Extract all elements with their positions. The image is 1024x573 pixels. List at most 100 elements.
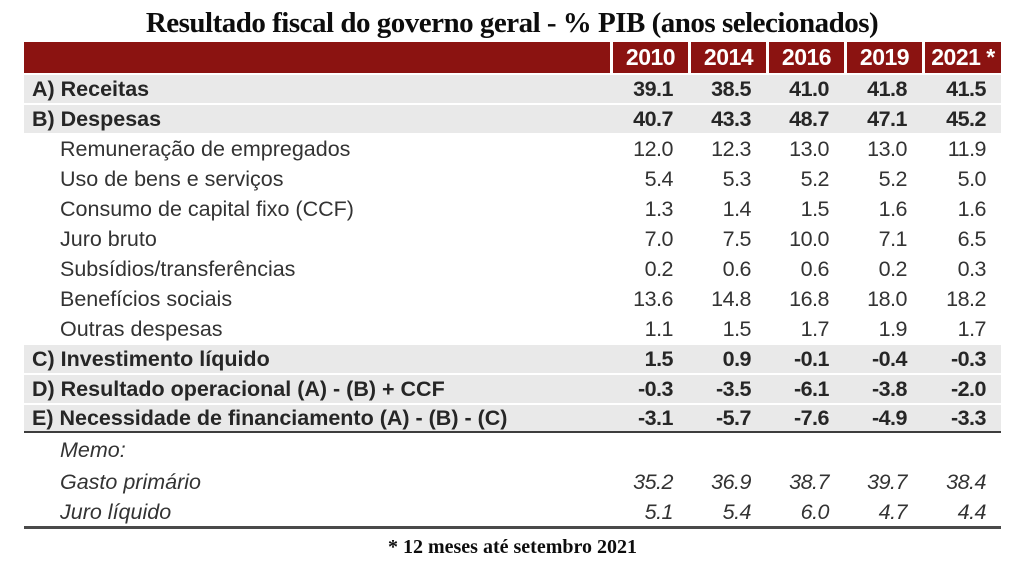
value-cell: -4.9 bbox=[844, 403, 922, 433]
value-cell: 41.5 bbox=[922, 73, 1001, 103]
table-row: E) Necessidade de financiamento (A) - (B… bbox=[24, 403, 1001, 433]
value-cell: 13.0 bbox=[844, 133, 922, 163]
value-cell: 5.2 bbox=[844, 163, 922, 193]
year-header: 2010 bbox=[610, 42, 688, 73]
value-cell: 4.7 bbox=[844, 497, 922, 529]
value-cell: 1.7 bbox=[922, 313, 1001, 343]
value-cell: 7.5 bbox=[688, 223, 766, 253]
value-cell: 1.5 bbox=[610, 343, 688, 373]
label-column-header bbox=[24, 42, 610, 73]
value-cell bbox=[844, 433, 922, 465]
row-label: Remuneração de empregados bbox=[24, 133, 610, 163]
value-cell: -6.1 bbox=[766, 373, 844, 403]
value-cell: 45.2 bbox=[922, 103, 1001, 133]
row-label: A) Receitas bbox=[24, 73, 610, 103]
value-cell: 5.4 bbox=[610, 163, 688, 193]
value-cell: 1.5 bbox=[766, 193, 844, 223]
row-label: Juro bruto bbox=[24, 223, 610, 253]
value-cell: 13.6 bbox=[610, 283, 688, 313]
value-cell: 1.6 bbox=[844, 193, 922, 223]
row-label: E) Necessidade de financiamento (A) - (B… bbox=[24, 403, 610, 433]
table-row: Gasto primário 35.2 36.9 38.7 39.7 38.4 bbox=[24, 465, 1001, 497]
value-cell: 1.7 bbox=[766, 313, 844, 343]
value-cell: 11.9 bbox=[922, 133, 1001, 163]
value-cell: -0.4 bbox=[844, 343, 922, 373]
value-cell: 6.0 bbox=[766, 497, 844, 529]
value-cell: -3.3 bbox=[922, 403, 1001, 433]
value-cell: 38.5 bbox=[688, 73, 766, 103]
value-cell: 7.0 bbox=[610, 223, 688, 253]
table-row: C) Investimento líquido 1.5 0.9 -0.1 -0.4 -0.… bbox=[24, 343, 1001, 373]
row-label: D) Resultado operacional (A) - (B) + CCF bbox=[24, 373, 610, 403]
value-cell: 18.0 bbox=[844, 283, 922, 313]
table-row: D) Resultado operacional (A) - (B) + CCF… bbox=[24, 373, 1001, 403]
value-cell: 4.4 bbox=[922, 497, 1001, 529]
table-header-row: 2010 2014 2016 2019 2021 * bbox=[24, 42, 1001, 73]
value-cell: 5.1 bbox=[610, 497, 688, 529]
table-row: Juro bruto 7.0 7.5 10.0 7.1 6.5 bbox=[24, 223, 1001, 253]
year-header: 2016 bbox=[766, 42, 844, 73]
row-label: Consumo de capital fixo (CCF) bbox=[24, 193, 610, 223]
value-cell: 10.0 bbox=[766, 223, 844, 253]
value-cell: -0.3 bbox=[610, 373, 688, 403]
value-cell: 7.1 bbox=[844, 223, 922, 253]
value-cell: 39.1 bbox=[610, 73, 688, 103]
value-cell: 6.5 bbox=[922, 223, 1001, 253]
value-cell: -3.5 bbox=[688, 373, 766, 403]
table-row: Memo: bbox=[24, 433, 1001, 465]
value-cell: 39.7 bbox=[844, 465, 922, 497]
value-cell: 13.0 bbox=[766, 133, 844, 163]
value-cell: -2.0 bbox=[922, 373, 1001, 403]
table-row: Outras despesas 1.1 1.5 1.7 1.9 1.7 bbox=[24, 313, 1001, 343]
table-row: B) Despesas 40.7 43.3 48.7 47.1 45.2 bbox=[24, 103, 1001, 133]
row-label: C) Investimento líquido bbox=[24, 343, 610, 373]
value-cell: 40.7 bbox=[610, 103, 688, 133]
value-cell: 48.7 bbox=[766, 103, 844, 133]
value-cell: 1.5 bbox=[688, 313, 766, 343]
value-cell: 47.1 bbox=[844, 103, 922, 133]
table-row: Juro líquido 5.1 5.4 6.0 4.7 4.4 bbox=[24, 497, 1001, 529]
value-cell: 1.3 bbox=[610, 193, 688, 223]
value-cell bbox=[688, 433, 766, 465]
value-cell: 38.7 bbox=[766, 465, 844, 497]
value-cell: 1.4 bbox=[688, 193, 766, 223]
value-cell: 41.0 bbox=[766, 73, 844, 103]
table-row: Uso de bens e serviços 5.4 5.3 5.2 5.2 5.0 bbox=[24, 163, 1001, 193]
row-label: Memo: bbox=[24, 433, 610, 465]
value-cell: 35.2 bbox=[610, 465, 688, 497]
value-cell: 43.3 bbox=[688, 103, 766, 133]
value-cell bbox=[766, 433, 844, 465]
page-title: Resultado fiscal do governo geral - % PI… bbox=[145, 7, 879, 39]
year-header: 2014 bbox=[688, 42, 766, 73]
row-label: Benefícios sociais bbox=[24, 283, 610, 313]
value-cell: 12.3 bbox=[688, 133, 766, 163]
table-row: A) Receitas 39.1 38.5 41.0 41.8 41.5 bbox=[24, 73, 1001, 103]
value-cell: 1.6 bbox=[922, 193, 1001, 223]
table-row: Remuneração de empregados 12.0 12.3 13.0 13.… bbox=[24, 133, 1001, 163]
value-cell: -7.6 bbox=[766, 403, 844, 433]
row-label: Uso de bens e serviços bbox=[24, 163, 610, 193]
value-cell: 5.0 bbox=[922, 163, 1001, 193]
row-label: Juro líquido bbox=[24, 497, 610, 529]
table-row: Consumo de capital fixo (CCF) 1.3 1.4 1.5 1.… bbox=[24, 193, 1001, 223]
value-cell: 14.8 bbox=[688, 283, 766, 313]
year-header: 2021 * bbox=[922, 42, 1001, 73]
value-cell bbox=[922, 433, 1001, 465]
value-cell: 5.3 bbox=[688, 163, 766, 193]
value-cell: 0.6 bbox=[766, 253, 844, 283]
table-row: Benefícios sociais 13.6 14.8 16.8 18.0 18.2 bbox=[24, 283, 1001, 313]
value-cell: 36.9 bbox=[688, 465, 766, 497]
year-header: 2019 bbox=[844, 42, 922, 73]
table-row: Subsídios/transferências 0.2 0.6 0.6 0.2 0.3 bbox=[24, 253, 1001, 283]
value-cell: 1.1 bbox=[610, 313, 688, 343]
row-label: Outras despesas bbox=[24, 313, 610, 343]
value-cell: -3.8 bbox=[844, 373, 922, 403]
value-cell: -5.7 bbox=[688, 403, 766, 433]
value-cell: -0.1 bbox=[766, 343, 844, 373]
value-cell: -0.3 bbox=[922, 343, 1001, 373]
value-cell: 12.0 bbox=[610, 133, 688, 163]
value-cell: 18.2 bbox=[922, 283, 1001, 313]
value-cell: 0.9 bbox=[688, 343, 766, 373]
table-body: A) Receitas 39.1 38.5 41.0 41.8 41.5 B) Despes… bbox=[24, 73, 1001, 529]
